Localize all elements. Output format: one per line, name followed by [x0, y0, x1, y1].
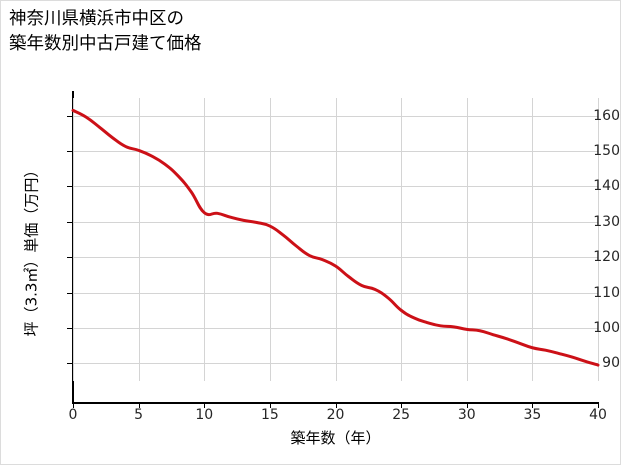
gridline-vertical [336, 98, 337, 381]
x-tick-label: 10 [195, 407, 214, 423]
chart-title: 神奈川県横浜市中区の 築年数別中古戸建て価格 [9, 9, 202, 54]
gridline-horizontal [73, 293, 598, 294]
gridline-horizontal [73, 186, 598, 187]
x-tick-label: 0 [68, 407, 78, 423]
gridline-vertical [73, 98, 74, 381]
x-tick-label: 15 [260, 407, 279, 423]
gridline-vertical [401, 98, 402, 381]
x-tick-mark [532, 404, 533, 408]
x-tick-mark [598, 404, 599, 408]
x-tick-mark [401, 404, 402, 408]
y-tick-mark [67, 363, 72, 364]
y-tick-mark [67, 328, 72, 329]
gridline-horizontal [73, 151, 598, 152]
gridline-horizontal [73, 328, 598, 329]
y-tick-label: 130 [593, 213, 620, 230]
y-tick-label: 100 [593, 319, 620, 336]
y-tick-label: 90 [602, 355, 620, 372]
y-tick-mark [67, 257, 72, 258]
x-tick-label: 40 [589, 407, 607, 423]
x-tick-mark [139, 404, 140, 408]
x-axis-label: 築年数（年） [290, 429, 381, 447]
plot-area [71, 98, 600, 381]
gridline-horizontal [73, 116, 598, 117]
price-line [71, 108, 600, 367]
y-tick-label: 110 [593, 284, 620, 301]
x-tick-label: 5 [134, 407, 144, 423]
y-tick-mark [67, 293, 72, 294]
x-tick-mark [73, 404, 74, 408]
x-tick-label: 30 [457, 407, 476, 423]
gridline-horizontal [73, 222, 598, 223]
y-tick-mark [67, 186, 72, 187]
x-tick-label: 35 [523, 407, 542, 423]
y-tick-mark [67, 151, 72, 152]
x-tick-mark [204, 404, 205, 408]
line-series-svg [71, 108, 600, 367]
gridline-horizontal [73, 257, 598, 258]
gridline-vertical [139, 98, 140, 381]
y-tick-mark [67, 116, 72, 117]
x-tick-mark [336, 404, 337, 408]
y-tick-mark [67, 222, 72, 223]
y-tick-label: 160 [593, 107, 620, 124]
y-axis-label: 坪（3.3㎡）単価（万円） [22, 162, 41, 337]
gridline-vertical [204, 98, 205, 381]
gridline-vertical [532, 98, 533, 381]
x-axis-spine [72, 402, 599, 404]
y-tick-label: 150 [593, 143, 620, 160]
gridline-vertical [598, 98, 599, 381]
x-tick-mark [467, 404, 468, 408]
y-tick-label: 140 [593, 178, 620, 195]
gridline-vertical [467, 98, 468, 381]
x-tick-mark [270, 404, 271, 408]
gridline-vertical [270, 98, 271, 381]
plot-background [73, 98, 598, 381]
y-tick-label: 120 [593, 249, 620, 266]
x-tick-label: 20 [326, 407, 345, 423]
gridline-horizontal [73, 363, 598, 364]
x-tick-label: 25 [392, 407, 411, 423]
